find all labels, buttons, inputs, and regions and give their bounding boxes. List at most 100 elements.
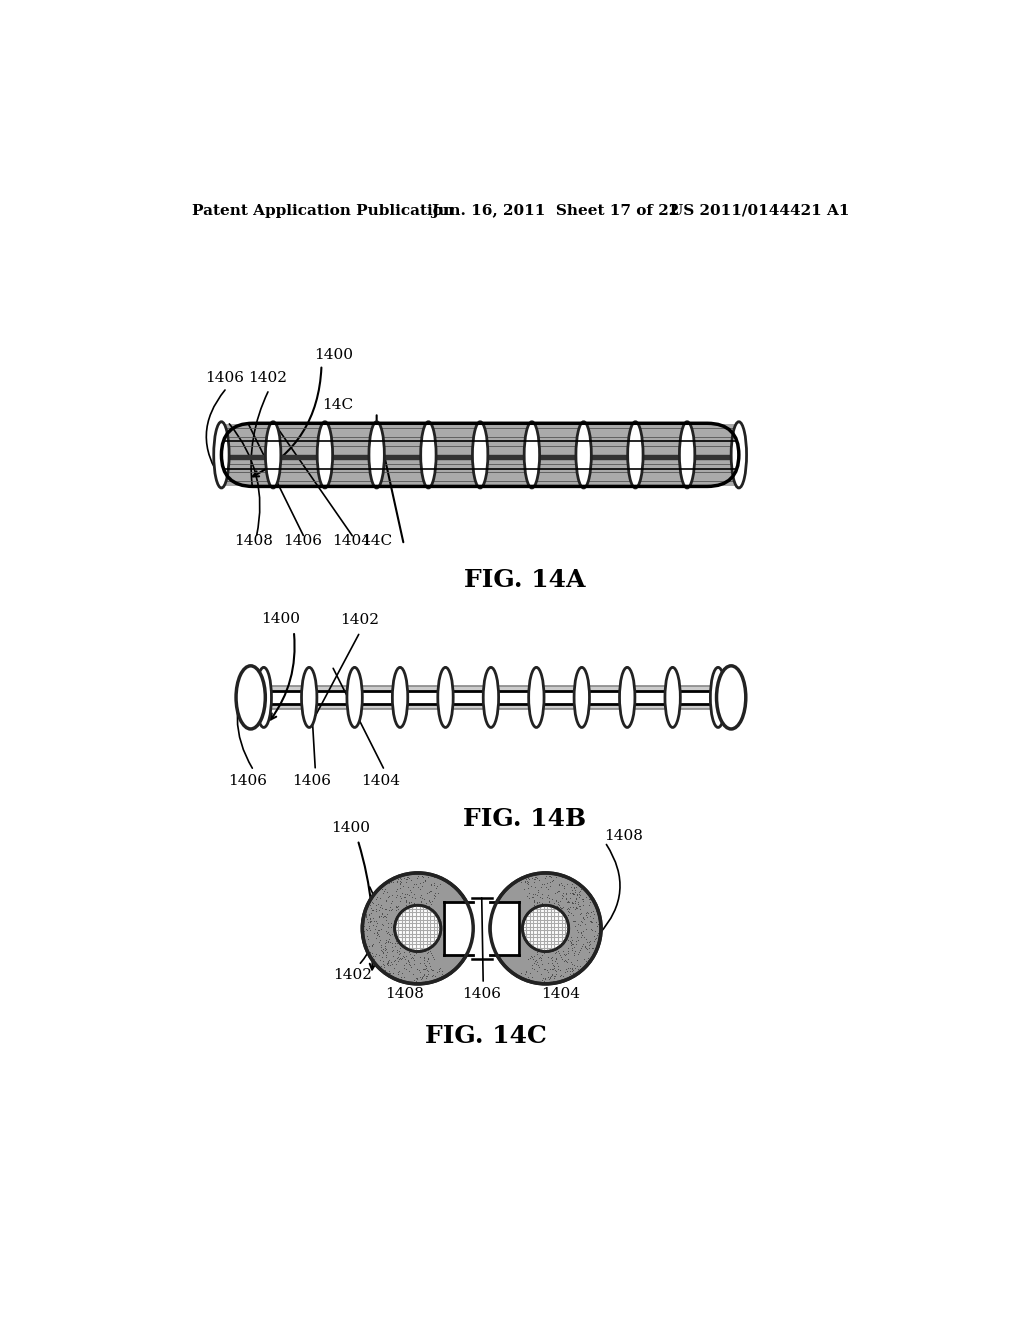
Point [414, 966, 430, 987]
Point [524, 948, 541, 969]
Point [395, 886, 412, 907]
Point [520, 871, 537, 892]
Point [400, 869, 417, 890]
Point [564, 891, 581, 912]
Point [520, 874, 537, 895]
Point [391, 949, 408, 970]
Point [570, 883, 587, 904]
Point [550, 894, 566, 915]
Point [366, 911, 382, 932]
Point [407, 892, 423, 913]
Point [419, 883, 435, 904]
Point [379, 923, 395, 944]
Point [572, 896, 589, 917]
Text: 1408: 1408 [234, 535, 273, 548]
Point [521, 869, 538, 890]
Point [374, 898, 390, 919]
Point [416, 958, 432, 979]
Point [535, 892, 551, 913]
Point [417, 870, 433, 891]
Point [566, 882, 583, 903]
Point [423, 942, 439, 964]
Point [411, 960, 427, 981]
Point [365, 899, 381, 920]
Ellipse shape [679, 422, 695, 488]
Point [386, 957, 402, 978]
Point [402, 894, 419, 915]
Point [560, 898, 577, 919]
Point [566, 936, 583, 957]
Point [412, 961, 428, 982]
Bar [264, 704, 718, 709]
Point [355, 916, 372, 937]
Point [369, 912, 385, 933]
Point [560, 957, 577, 978]
Point [397, 895, 414, 916]
Point [548, 890, 564, 911]
Point [519, 867, 536, 888]
Point [417, 954, 433, 975]
Point [536, 874, 552, 895]
Point [523, 966, 540, 987]
Point [545, 870, 561, 891]
Point [429, 961, 445, 982]
Point [560, 890, 577, 911]
Point [585, 937, 601, 958]
Point [395, 941, 412, 962]
Point [393, 969, 410, 990]
Point [550, 940, 566, 961]
Point [560, 891, 577, 912]
Point [366, 945, 382, 966]
Point [378, 899, 394, 920]
Point [399, 950, 416, 972]
Point [416, 965, 432, 986]
Point [550, 892, 566, 913]
Point [581, 935, 597, 956]
Point [416, 946, 432, 968]
Bar [442, 902, 475, 954]
Point [528, 884, 545, 906]
Point [571, 903, 588, 924]
Point [530, 948, 547, 969]
Point [402, 879, 419, 900]
Point [402, 954, 419, 975]
Point [564, 882, 581, 903]
Point [542, 865, 558, 886]
Bar [221, 424, 273, 486]
Point [377, 939, 393, 960]
Point [433, 966, 450, 987]
Point [361, 917, 378, 939]
Point [416, 949, 432, 970]
Point [531, 886, 548, 907]
Point [425, 873, 441, 894]
Point [413, 952, 429, 973]
Point [589, 916, 605, 937]
Point [378, 929, 394, 950]
Point [407, 874, 423, 895]
Point [407, 892, 423, 913]
Text: 1400: 1400 [313, 347, 353, 362]
Point [526, 953, 543, 974]
Point [583, 919, 599, 940]
Point [563, 925, 580, 946]
Ellipse shape [574, 668, 590, 727]
Point [409, 958, 425, 979]
Point [400, 961, 417, 982]
Point [389, 899, 406, 920]
Point [419, 965, 435, 986]
Point [544, 888, 560, 909]
Point [400, 953, 417, 974]
Point [522, 962, 539, 983]
Point [412, 886, 428, 907]
Point [527, 950, 544, 972]
Point [401, 892, 418, 913]
Point [414, 875, 430, 896]
Point [374, 940, 390, 961]
Ellipse shape [317, 422, 333, 488]
Point [564, 957, 581, 978]
Point [528, 869, 545, 890]
Point [381, 899, 397, 920]
Point [413, 891, 429, 912]
Point [541, 969, 557, 990]
Point [569, 898, 586, 919]
